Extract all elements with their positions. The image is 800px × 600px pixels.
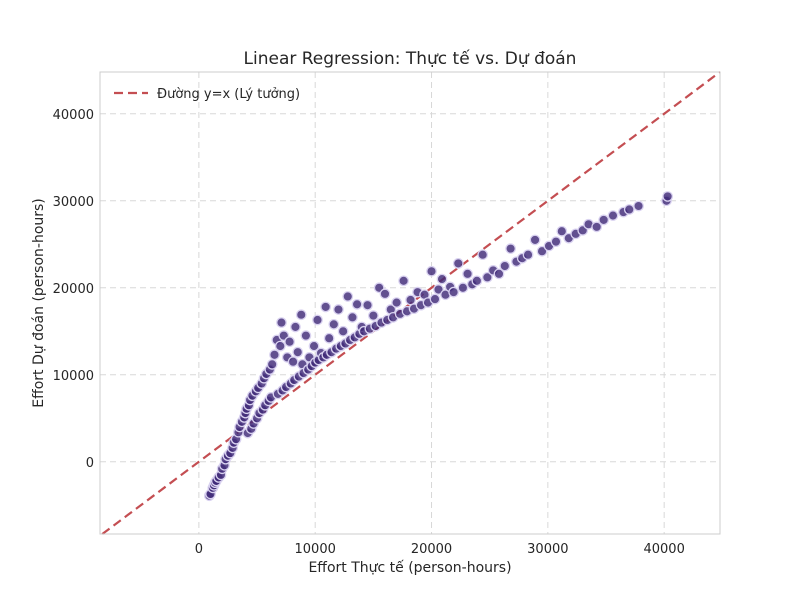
data-point: [550, 236, 562, 248]
data-point: [333, 304, 344, 315]
x-tick-label: 10000: [295, 542, 336, 557]
y-tick-label: 10000: [53, 369, 94, 384]
data-point: [276, 317, 287, 328]
x-tick-label: 0: [195, 542, 203, 557]
y-axis-label: Effort Dự đoán (person-hours): [31, 198, 47, 408]
data-point: [266, 358, 278, 370]
data-point: [405, 294, 416, 306]
data-point: [320, 301, 332, 313]
data-point: [536, 245, 548, 257]
data-point: [300, 330, 312, 341]
data-point: [287, 356, 299, 368]
data-point: [482, 271, 493, 283]
data-point: [522, 249, 534, 261]
data-point: [284, 336, 295, 348]
data-point: [274, 340, 286, 352]
y-tick-label: 0: [86, 456, 94, 471]
data-point: [368, 310, 379, 321]
data-point: [493, 268, 505, 280]
data-point: [337, 325, 349, 337]
data-point: [391, 297, 402, 308]
data-point: [426, 265, 437, 277]
data-point: [269, 349, 280, 361]
data-point: [436, 273, 448, 285]
data-point: [362, 299, 373, 311]
x-axis-label: Effort Thực tế (person-hours): [308, 559, 511, 576]
data-point: [598, 214, 610, 226]
legend: Đường y=x (Lý tưởng): [114, 87, 300, 102]
data-point: [623, 204, 635, 215]
x-tick-label: 40000: [643, 542, 684, 557]
data-point: [462, 268, 473, 280]
y-tick-label: 20000: [53, 282, 94, 297]
data-point: [312, 314, 323, 326]
y-tick-label: 40000: [53, 108, 94, 123]
data-point: [471, 275, 483, 287]
grid-lines: [100, 72, 720, 534]
tick-labels: 0 10000 20000 30000 40000 0 10000 20000 30000 400…: [53, 108, 685, 557]
data-point: [433, 284, 444, 295]
data-point: [448, 286, 459, 298]
data-point: [457, 282, 469, 294]
x-tick-label: 30000: [527, 542, 568, 557]
data-point: [429, 293, 441, 305]
data-points: [203, 191, 674, 502]
data-point: [328, 318, 340, 330]
x-tick-label: 20000: [411, 542, 452, 557]
legend-label: Đường y=x (Lý tưởng): [157, 87, 300, 102]
chart-title: Linear Regression: Thực tế vs. Dự đoán: [244, 48, 577, 69]
data-point: [351, 298, 363, 310]
data-point: [529, 234, 541, 246]
data-point: [505, 243, 516, 254]
data-point: [379, 288, 391, 300]
data-point: [292, 346, 304, 358]
data-point: [477, 249, 489, 261]
data-point: [347, 312, 358, 323]
y-tick-label: 30000: [53, 195, 94, 210]
data-point: [342, 291, 354, 302]
data-point: [308, 340, 320, 352]
data-point: [323, 332, 335, 344]
data-point: [398, 275, 409, 287]
data-point: [295, 309, 307, 321]
plot-frame: [99, 71, 721, 535]
data-point: [556, 225, 568, 237]
data-point: [591, 221, 603, 233]
data-point: [499, 260, 511, 272]
data-point: [607, 210, 619, 221]
data-point: [633, 200, 644, 212]
data-point: [290, 321, 301, 333]
data-point: [452, 258, 464, 269]
data-point: [662, 191, 674, 202]
